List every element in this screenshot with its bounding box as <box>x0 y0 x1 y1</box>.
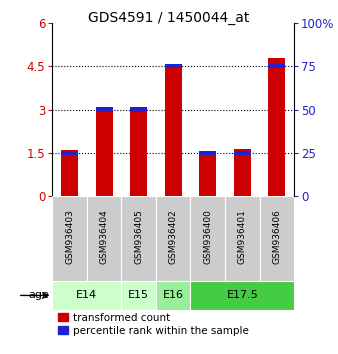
Bar <box>130 110 147 196</box>
Bar <box>121 281 156 310</box>
Text: age: age <box>28 290 49 301</box>
Bar <box>165 64 182 68</box>
Bar <box>199 151 216 155</box>
Bar <box>87 196 121 281</box>
Bar <box>96 110 113 196</box>
Text: E17.5: E17.5 <box>226 290 258 301</box>
Text: GSM936400: GSM936400 <box>203 210 212 264</box>
Bar <box>130 108 147 112</box>
Bar <box>234 149 251 196</box>
Text: GDS4591 / 1450044_at: GDS4591 / 1450044_at <box>88 11 250 25</box>
Text: GSM936404: GSM936404 <box>100 210 109 264</box>
Text: GSM936405: GSM936405 <box>134 210 143 264</box>
Text: GSM936406: GSM936406 <box>272 210 281 264</box>
Bar <box>61 151 78 155</box>
Bar <box>199 153 216 196</box>
Bar <box>191 281 294 310</box>
Legend: transformed count, percentile rank within the sample: transformed count, percentile rank withi… <box>57 313 249 336</box>
Bar <box>234 151 251 155</box>
Bar <box>52 196 87 281</box>
Text: GSM936401: GSM936401 <box>238 210 247 264</box>
Bar <box>225 196 260 281</box>
Bar <box>268 64 285 68</box>
Bar <box>165 66 182 196</box>
Bar <box>52 281 121 310</box>
Bar <box>121 196 156 281</box>
Text: GSM936403: GSM936403 <box>65 210 74 264</box>
Bar <box>61 150 78 196</box>
Text: E15: E15 <box>128 290 149 301</box>
Text: E16: E16 <box>163 290 184 301</box>
Bar <box>156 196 191 281</box>
Bar <box>260 196 294 281</box>
Bar <box>96 108 113 112</box>
Bar <box>191 196 225 281</box>
Text: E14: E14 <box>76 290 97 301</box>
Text: GSM936402: GSM936402 <box>169 210 178 264</box>
Bar <box>156 281 191 310</box>
Bar <box>268 58 285 196</box>
